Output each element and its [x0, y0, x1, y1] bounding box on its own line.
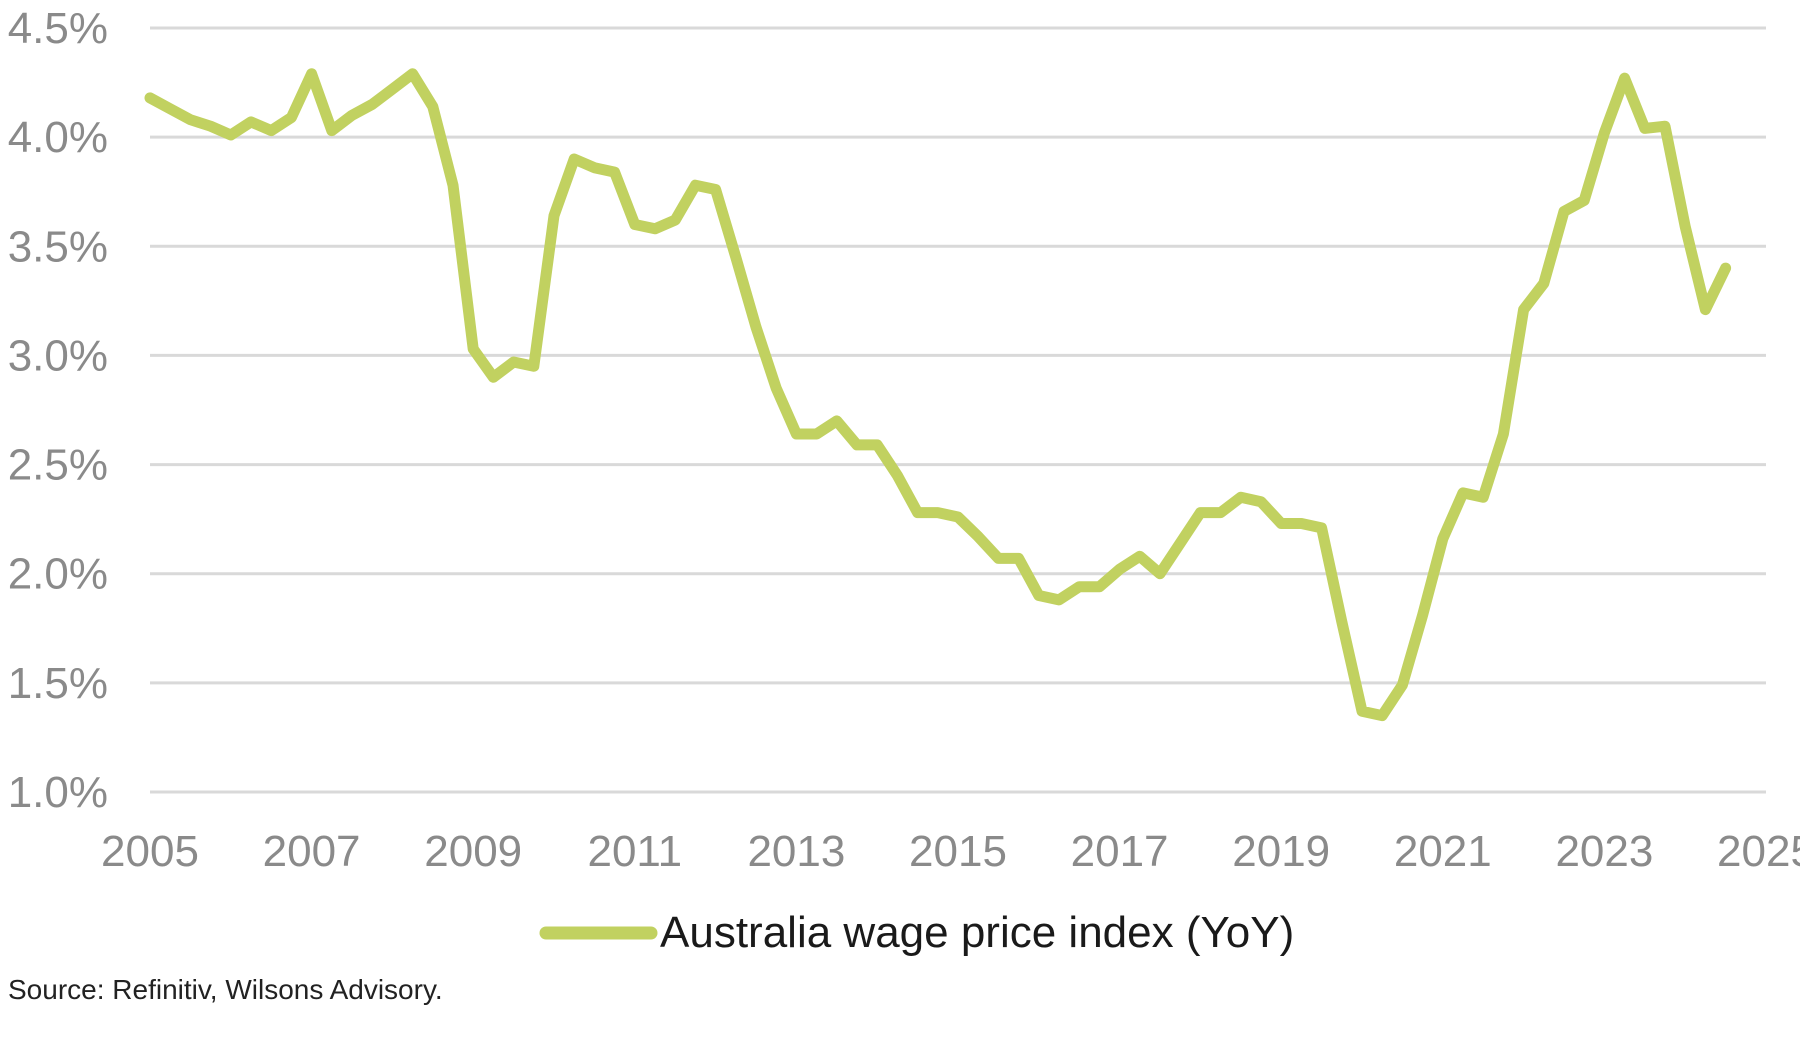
- x-tick-label: 2005: [101, 827, 199, 876]
- y-tick-label: 3.5%: [8, 222, 108, 271]
- x-tick-label: 2019: [1232, 827, 1330, 876]
- y-tick-label: 4.0%: [8, 113, 108, 162]
- x-tick-label: 2013: [747, 827, 845, 876]
- series-layer: [144, 68, 1732, 722]
- y-tick-label: 1.5%: [8, 659, 108, 708]
- y-tick-label: 1.0%: [8, 768, 108, 817]
- x-tick-label: 2025: [1717, 827, 1800, 876]
- x-tick-label: 2009: [424, 827, 522, 876]
- x-axis-tick-labels: 2005 2007 2009 2011 2013 2015 2017 2019 2021 2023…: [101, 827, 1800, 876]
- x-tick-label: 2015: [909, 827, 1007, 876]
- x-tick-label: 2023: [1555, 827, 1653, 876]
- x-tick-label: 2021: [1394, 827, 1492, 876]
- gridlines: [150, 26, 1766, 794]
- legend-label-wage-price-index: Australia wage price index (YoY): [660, 908, 1294, 957]
- series-line-wage-price-index: [144, 68, 1732, 722]
- legend: Australia wage price index (YoY): [539, 908, 1294, 957]
- y-tick-label: 2.0%: [8, 550, 108, 599]
- x-tick-label: 2007: [263, 827, 361, 876]
- y-tick-label: 4.5%: [8, 4, 108, 53]
- y-tick-label: 2.5%: [8, 441, 108, 490]
- x-tick-label: 2011: [587, 827, 682, 876]
- y-tick-label: 3.0%: [8, 331, 108, 380]
- source-note: Source: Refinitiv, Wilsons Advisory.: [8, 974, 443, 1005]
- y-axis-tick-labels: 1.0% 1.5% 2.0% 2.5% 3.0% 3.5% 4.0% 4.5%: [8, 4, 108, 817]
- x-tick-label: 2017: [1071, 827, 1169, 876]
